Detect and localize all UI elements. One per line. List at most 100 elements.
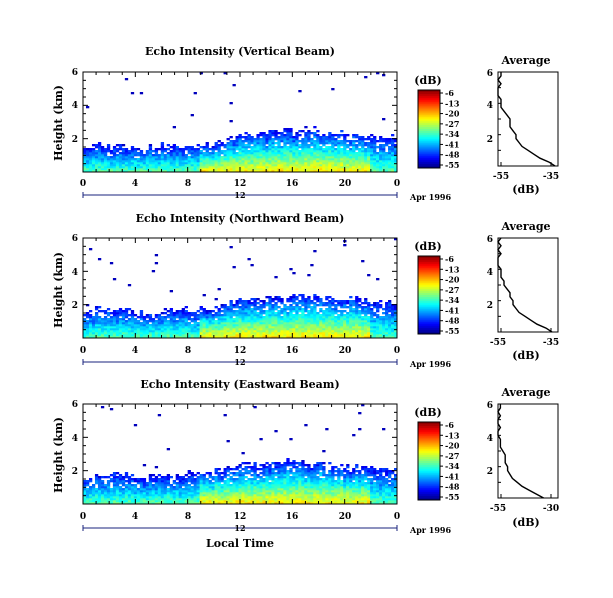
heatmap-cell — [235, 334, 239, 337]
panel-northward-beam: Echo Intensity (Northward Beam) Height (… — [52, 212, 559, 369]
heatmap-cell — [277, 162, 281, 165]
heatmap-cell — [100, 168, 105, 171]
heatmap-cell — [349, 310, 353, 313]
heatmap-cell — [361, 156, 365, 159]
heatmap-cell — [349, 154, 353, 157]
heatmap-cell — [271, 306, 275, 309]
heatmap-cell — [286, 146, 290, 149]
heatmap-cell — [247, 328, 251, 331]
heatmap-cell — [94, 158, 99, 161]
heatmap-cell — [283, 160, 287, 163]
heatmap-cell — [322, 140, 326, 143]
heatmap-cell — [319, 146, 323, 149]
heatmap-cell — [217, 326, 221, 329]
heatmap-cell — [274, 136, 278, 139]
colorbar-swatch — [418, 261, 440, 265]
heatmap-cell — [289, 310, 293, 313]
heatmap-cell — [250, 170, 254, 173]
heatmap-cell — [181, 152, 185, 155]
heatmap-cell — [289, 150, 293, 153]
colorbar-swatch — [418, 265, 440, 269]
heatmap-cell — [301, 322, 305, 325]
heatmap-cell — [274, 170, 278, 173]
heatmap-cell — [226, 154, 230, 157]
heatmap-cell — [358, 334, 362, 337]
heatmap-cell — [253, 158, 257, 161]
heatmap-cell — [382, 318, 386, 321]
heatmap-cell — [130, 484, 135, 487]
heatmap-cell — [253, 474, 257, 477]
heatmap-cell — [208, 328, 212, 331]
heatmap-cell — [133, 162, 138, 165]
heatmap-cell — [91, 324, 96, 327]
heatmap-cell — [124, 480, 129, 483]
heatmap-cell — [310, 314, 314, 317]
heatmap-cell — [388, 314, 392, 317]
heatmap-cell — [178, 498, 182, 501]
heatmap-cell — [265, 462, 269, 465]
colorbar-swatch — [418, 99, 440, 103]
heatmap-cell — [262, 478, 266, 481]
heatmap-cell — [301, 464, 305, 467]
heatmap-cell — [178, 492, 182, 495]
heatmap-cell — [94, 152, 99, 155]
heatmap-cell — [325, 478, 329, 481]
heatmap-cell — [124, 332, 129, 335]
heatmap-cell — [166, 152, 171, 155]
heatmap-cell — [220, 502, 224, 505]
heatmap-cell — [259, 312, 263, 315]
heatmap-cell — [247, 316, 251, 319]
heatmap-cell — [331, 326, 335, 329]
heatmap-cell — [241, 150, 245, 153]
heatmap-cell — [313, 294, 317, 297]
heatmap-cell — [391, 330, 395, 333]
heatmap-cell — [358, 326, 362, 329]
heatmap-cell — [292, 150, 296, 153]
heatmap-cell — [328, 308, 332, 311]
heatmap-cell — [121, 488, 126, 491]
heatmap-cell — [160, 158, 165, 161]
heatmap-cell — [322, 498, 326, 501]
heatmap-cell — [376, 304, 380, 307]
heatmap-cell — [133, 488, 138, 491]
heatmap-cell — [304, 318, 308, 321]
heatmap-cell — [283, 134, 287, 137]
heatmap-cell — [367, 156, 371, 159]
heatmap-cell — [367, 144, 371, 147]
heatmap-cell — [313, 298, 317, 301]
heatmap-cell — [328, 328, 332, 331]
heatmap-cell — [163, 156, 168, 159]
heatmap-cell — [190, 472, 194, 475]
heatmap-cell — [274, 466, 278, 469]
heatmap-cell — [232, 162, 236, 165]
heatmap-cell — [133, 318, 138, 321]
heatmap-cell — [262, 302, 266, 305]
heatmap-cell — [355, 148, 359, 151]
heatmap-cell — [289, 308, 293, 311]
heatmap-cell — [253, 476, 257, 479]
heatmap-cell — [328, 312, 332, 315]
heatmap-cell — [217, 144, 221, 147]
heatmap-cell — [265, 326, 269, 329]
heatmap-cell — [166, 490, 171, 493]
heatmap-cell — [253, 462, 257, 465]
heatmap-cell — [391, 166, 395, 169]
heatmap-cell — [250, 496, 254, 499]
heatmap-cell — [307, 306, 311, 309]
heatmap-cell — [268, 320, 272, 323]
heatmap-cell — [283, 494, 287, 497]
heatmap-cell — [169, 152, 174, 155]
heatmap-cell — [340, 156, 344, 159]
heatmap-cell — [235, 138, 239, 141]
heatmap-cell — [319, 166, 323, 169]
heatmap-cell — [163, 480, 168, 483]
heatmap-cell — [154, 314, 159, 317]
heatmap-cell — [364, 326, 368, 329]
heatmap-cell — [214, 468, 218, 471]
heatmap-cell — [238, 324, 242, 327]
heatmap-cell — [373, 328, 377, 331]
heatmap-cell — [223, 166, 227, 169]
heatmap-cell — [361, 170, 365, 173]
heatmap-cell — [244, 138, 248, 141]
heatmap-cell — [145, 322, 150, 325]
